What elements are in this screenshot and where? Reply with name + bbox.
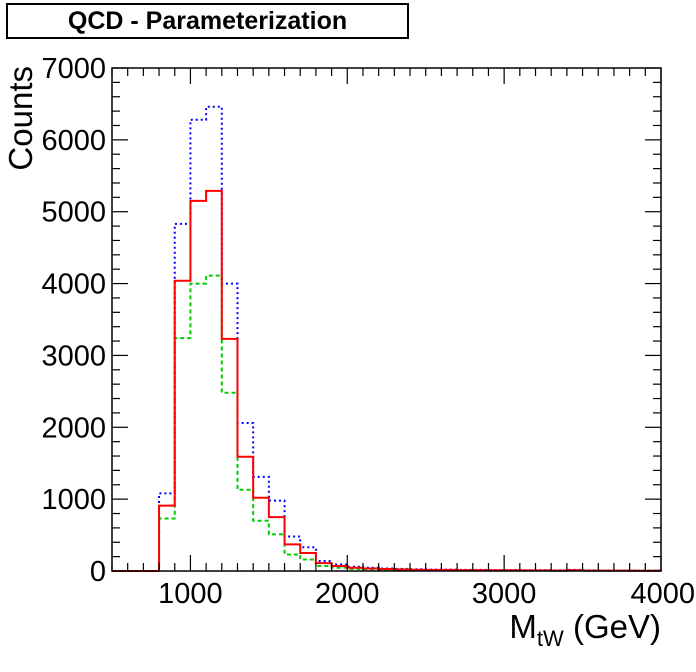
x-tick-label: 4000 <box>630 578 695 610</box>
y-axis-label: Counts <box>2 66 39 171</box>
x-axis-label: MtW (GeV) <box>509 608 661 651</box>
histogram-series-2 <box>112 274 662 572</box>
y-tick-label: 6000 <box>41 125 106 157</box>
y-tick-label: 5000 <box>41 197 106 229</box>
x-axis-label-subscript: tW <box>537 626 564 651</box>
tick-labels-layer: 1000 2000 3000 4000 0 1000 2000 3000 4000 5000 600… <box>41 53 695 610</box>
y-tick-label: 7000 <box>41 53 106 85</box>
y-tick-label: 1000 <box>41 484 106 516</box>
histogram-series-layer <box>112 105 662 572</box>
x-tick-label: 3000 <box>472 578 537 610</box>
histogram-series-1 <box>112 189 662 572</box>
y-tick-label: 4000 <box>41 269 106 301</box>
axis-ticks-layer <box>111 67 662 572</box>
x-axis-label-unit: (GeV) <box>564 608 661 645</box>
plot-frame <box>111 67 662 572</box>
histogram-series-0 <box>112 105 662 572</box>
y-tick-label: 3000 <box>41 340 106 372</box>
x-tick-label: 1000 <box>158 578 223 610</box>
chart-title: QCD - Parameterization <box>6 3 409 39</box>
y-tick-label: 0 <box>90 556 106 588</box>
y-tick-label: 2000 <box>41 412 106 444</box>
x-tick-label: 2000 <box>315 578 380 610</box>
x-axis-label-main: M <box>509 608 537 645</box>
